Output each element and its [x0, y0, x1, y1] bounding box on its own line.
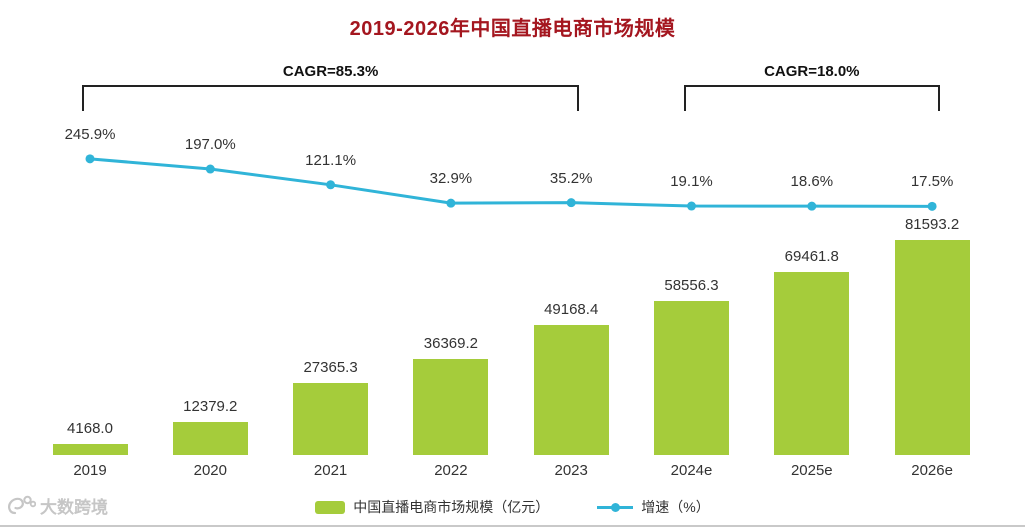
line-point-2026e [927, 201, 937, 211]
line-point-2019 [85, 154, 95, 164]
bar-2023 [533, 325, 609, 455]
category-label-2019: 2019 [73, 462, 107, 479]
line-point-2025e [807, 201, 817, 211]
watermark-logo-icon [8, 495, 36, 515]
legend-line-swatch-icon [597, 501, 634, 514]
category-label-2023: 2023 [554, 462, 588, 479]
category-label-2026e: 2026e [911, 462, 953, 479]
chart-title: 2019-2026年中国直播电商市场规模 [349, 18, 676, 40]
category-label-2022: 2022 [434, 462, 468, 479]
line-value-label-2023: 35.2% [549, 169, 593, 187]
line-value-label-2022: 32.9% [429, 170, 473, 188]
cagr-label-2: CAGR=18.0% [764, 63, 860, 80]
bar-2025e [774, 271, 850, 455]
bottom-divider [0, 525, 1025, 527]
bar-2021 [293, 382, 369, 455]
category-label-2024e: 2024e [670, 462, 713, 479]
bar-value-label-2024e: 58556.3 [664, 276, 719, 294]
bar-value-label-2022: 36369.2 [423, 335, 478, 353]
line-value-label-2019: 245.9% [64, 125, 116, 143]
line-point-2021 [326, 180, 336, 190]
bar-value-label-2023: 49168.4 [544, 301, 599, 319]
line-value-label-2020: 197.0% [184, 136, 236, 154]
legend-line-label: 增速（%） [641, 499, 710, 515]
legend-bar-swatch-icon [315, 500, 346, 514]
category-label-2021: 2021 [313, 462, 348, 479]
bracket-tick-left [683, 85, 686, 111]
bracket-tick-right [938, 85, 941, 111]
watermark-text: 大数跨境 [40, 497, 108, 517]
bar-2024e [654, 300, 729, 455]
bar-value-label-2020: 12379.2 [183, 398, 238, 416]
category-label-2020: 2020 [193, 462, 227, 479]
legend-item-line: 增速（%） [597, 497, 710, 517]
bracket-tick-left [82, 85, 84, 111]
line-value-label-2021: 121.1% [305, 151, 357, 169]
category-label-2025e: 2025e [790, 462, 833, 479]
bar-2019 [52, 444, 128, 455]
bar-2026e [894, 240, 970, 455]
line-value-label-2024e: 19.1% [670, 173, 713, 191]
line-point-2024e [687, 201, 696, 211]
bar-value-label-2026e: 81593.2 [904, 216, 960, 233]
watermark: 大数跨境 [6, 492, 108, 518]
line-point-2020 [205, 164, 215, 174]
bar-2020 [172, 422, 248, 455]
bar-value-label-2019: 4168.0 [67, 420, 113, 438]
line-point-2022 [446, 198, 456, 208]
bar-value-label-2021: 27365.3 [303, 358, 358, 376]
line-value-label-2025e: 18.6% [790, 173, 834, 191]
legend-item-bar: 中国直播电商市场规模（亿元） [315, 497, 549, 517]
legend-bar-label: 中国直播电商市场规模（亿元） [353, 499, 550, 515]
bar-value-label-2025e: 69461.8 [784, 247, 839, 265]
bar-2022 [413, 359, 489, 455]
line-point-2023 [566, 198, 576, 208]
cagr-bracket-1: CAGR=85.3% [82, 63, 580, 113]
cagr-bracket-2: CAGR=18.0% [683, 63, 941, 113]
line-value-label-2026e: 17.5% [910, 173, 954, 191]
cagr-label-1: CAGR=85.3% [282, 63, 379, 80]
bracket-tick-right [577, 85, 580, 111]
legend: 中国直播电商市场规模（亿元） 增速（%） [0, 497, 1025, 517]
